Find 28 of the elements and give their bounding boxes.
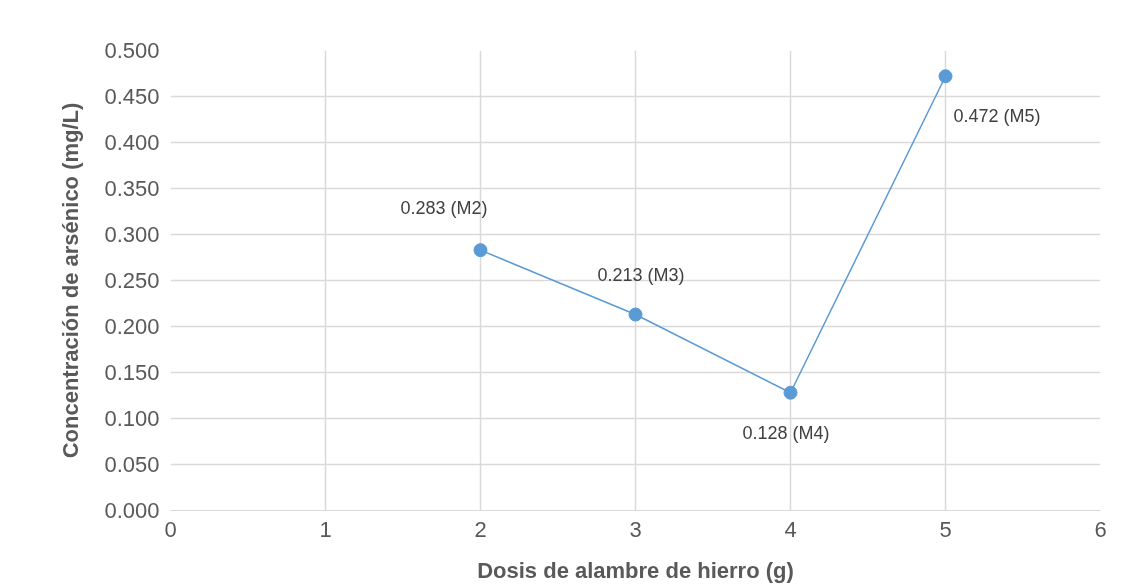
data-label: 0.128 (M4) [742,422,830,443]
data-label: 0.283 (M2) [400,198,488,219]
y-tick-label: 0.200 [104,314,160,339]
y-tick-label: 0.500 [104,38,160,63]
x-tick-label: 4 [784,516,797,542]
x-tick-label: 2 [474,516,487,542]
y-tick-label: 0.150 [104,360,160,385]
y-tick-label: 0.000 [104,498,160,523]
x-tick-label: 0 [164,516,177,542]
y-axis-title: Concentración de arsénico (mg/L) [58,102,84,459]
point [628,307,643,322]
point [783,385,798,400]
point [473,243,488,258]
y-tick-label: 0.100 [104,406,160,431]
y-tick-label: 0.350 [104,176,160,201]
y-tick-label: 0.450 [104,84,160,109]
x-tick-label: 5 [939,516,952,542]
y-tick-label: 0.400 [104,130,160,155]
y-tick-label: 0.250 [104,268,160,293]
x-tick-label: 1 [319,516,332,542]
y-tick-label: 0.300 [104,222,160,247]
x-tick-label: 6 [1094,516,1107,542]
y-tick-label: 0.050 [104,452,160,477]
x-axis-title: Dosis de alambre de hierro (g) [477,557,794,583]
point [938,69,953,84]
x-tick-label: 3 [629,516,642,542]
data-label: 0.213 (M3) [597,264,685,285]
data-label: 0.472 (M5) [953,106,1041,127]
